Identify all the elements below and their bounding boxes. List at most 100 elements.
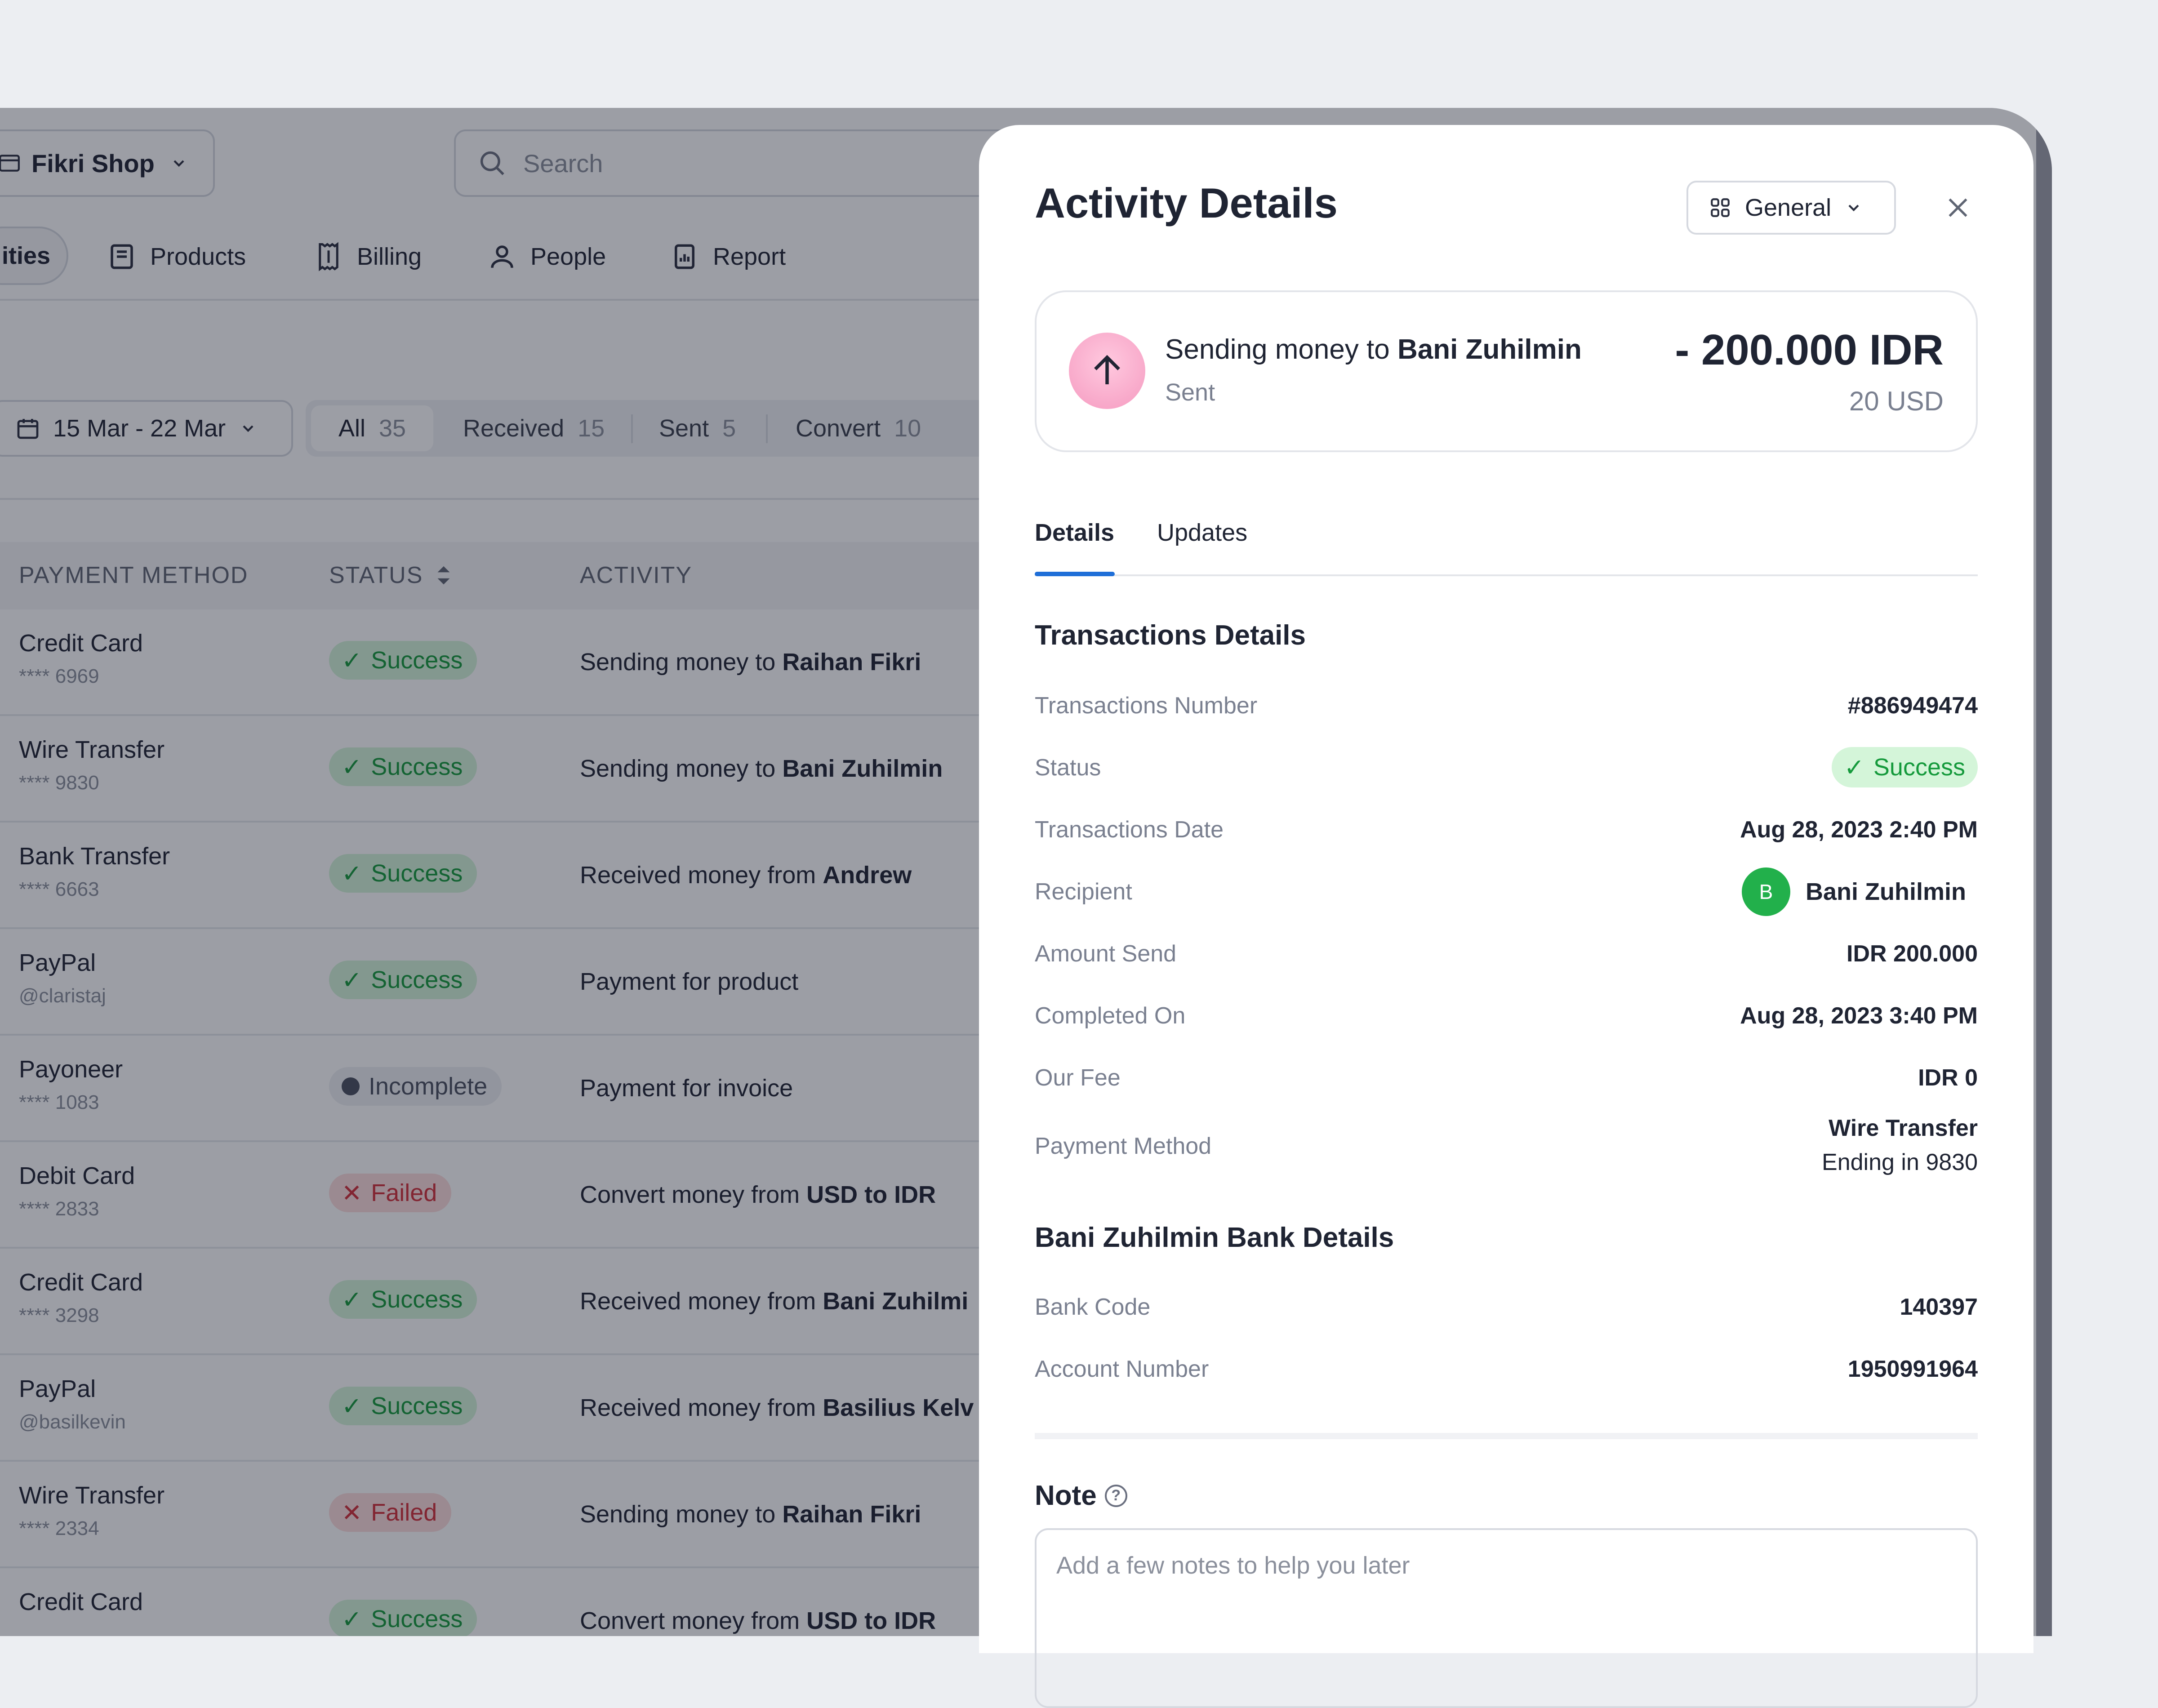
payment-method-label: Payment Method — [1035, 1133, 1212, 1159]
table-row[interactable]: Payoneer **** 1083 Incomplete Payment fo… — [0, 1036, 989, 1142]
payment-method: PayPal — [19, 1375, 96, 1402]
nav-tab-report[interactable]: Report — [670, 242, 786, 271]
status-badge: ✓ Success — [329, 1387, 477, 1425]
activity-text: Payment for invoice — [580, 1074, 793, 1102]
summary-text: Sending money to Bani Zuhilmin — [1165, 334, 1582, 365]
status-badge: ✕ Failed — [329, 1493, 452, 1532]
nav-label: Products — [150, 243, 246, 270]
segment-all[interactable]: All 35 — [311, 405, 433, 451]
sent-arrow-avatar — [1069, 333, 1145, 409]
tab-updates[interactable]: Updates — [1157, 519, 1247, 547]
tabs-divider — [1035, 574, 1978, 576]
status-label: Success — [371, 860, 463, 887]
avatar-initial: B — [1759, 880, 1773, 903]
recipient-label: Recipient — [1035, 879, 1132, 905]
activity-prefix: Payment for product — [580, 968, 799, 995]
table-row[interactable]: Wire Transfer **** 2334 ✕ Failed Sending … — [0, 1462, 989, 1568]
activity-text: Received money from Basilius Kelv — [580, 1394, 974, 1422]
table-row[interactable]: Debit Card **** 2833 ✕ Failed Convert mon… — [0, 1142, 989, 1249]
table-row[interactable]: Bank Transfer **** 6663 ✓ Success Receive… — [0, 823, 989, 929]
activity-text: Sending money to Raihan Fikri — [580, 1500, 921, 1528]
payment-method-detail: **** 2833 — [19, 1198, 99, 1220]
search-box[interactable]: Search — [454, 129, 1038, 197]
column-header-activity: ACTIVITY — [580, 562, 693, 588]
payment-method: Wire Transfer — [19, 1482, 165, 1509]
recipient-avatar: B — [1742, 867, 1790, 916]
x-icon: ✕ — [342, 1499, 362, 1526]
payment-method: Credit Card — [19, 630, 143, 657]
section-heading: Bani Zuhilmin Bank Details — [1035, 1222, 1394, 1253]
view-select[interactable]: General — [1686, 181, 1896, 235]
status-label: Success — [371, 753, 463, 780]
summary-amount: - 200.000 IDR — [1675, 326, 1944, 374]
status-badge: Incomplete — [329, 1067, 502, 1106]
store-icon — [0, 155, 20, 172]
table-row[interactable]: PayPal @basilkevin ✓ Success Received mon… — [0, 1355, 989, 1462]
nav-tab-activities[interactable]: ities — [0, 227, 68, 285]
completed-on-value: Aug 28, 2023 3:40 PM — [1740, 1003, 1978, 1029]
activity-subject: Basilius Kelv — [823, 1394, 974, 1421]
activity-subject: Raihan Fikri — [782, 1501, 921, 1528]
help-icon[interactable]: ? — [1104, 1484, 1127, 1507]
segment-convert[interactable]: Convert 10 — [796, 414, 921, 442]
transaction-summary-card: Sending money to Bani Zuhilmin Sent - 20… — [1035, 290, 1978, 452]
status-label: Success — [371, 1286, 463, 1313]
payment-method: Credit Card — [19, 1269, 143, 1296]
segment-sent[interactable]: Sent 5 — [659, 414, 736, 442]
close-icon[interactable] — [1944, 193, 1972, 222]
table-row[interactable]: Credit Card **** 3298 ✓ Success Received … — [0, 1249, 989, 1355]
check-icon: ✓ — [1844, 754, 1864, 781]
payment-method: Debit Card — [19, 1162, 135, 1189]
nav-label: ities — [2, 242, 51, 269]
table-row[interactable]: Credit Card **** 6969 ✓ Success Sending m… — [0, 609, 989, 716]
sort-icon — [437, 566, 450, 585]
activity-subject: USD to IDR — [806, 1181, 936, 1208]
shop-selector[interactable]: Fikri Shop — [0, 129, 215, 197]
note-textarea[interactable]: Add a few notes to help you later — [1035, 1528, 1978, 1708]
nav-tab-billing[interactable]: Billing — [314, 242, 422, 271]
status-badge: ✓ Success — [329, 747, 477, 786]
payment-method-detail: @claristaj — [19, 985, 106, 1007]
payment-method-detail: Ending in 9830 — [1822, 1149, 1978, 1175]
filter-divider — [0, 498, 1034, 500]
activity-prefix: Convert money from — [580, 1181, 807, 1208]
table-row[interactable]: Wire Transfer **** 9830 ✓ Success Sending… — [0, 716, 989, 823]
bank-code-label: Bank Code — [1035, 1294, 1151, 1320]
payment-method-detail: **** 3298 — [19, 1304, 99, 1326]
payment-method: Payoneer — [19, 1056, 123, 1083]
activity-details-modal: Activity Details General Sending money t… — [979, 125, 2033, 1708]
section-heading: Transactions Details — [1035, 620, 1306, 651]
search-icon — [480, 151, 504, 175]
segment-divider — [766, 414, 768, 443]
our-fee-label: Our Fee — [1035, 1065, 1121, 1091]
person-icon — [491, 245, 513, 268]
search-input[interactable]: Search — [523, 149, 603, 178]
segment-count: 5 — [722, 415, 736, 442]
summary-recipient: Bani Zuhilmin — [1397, 334, 1582, 365]
table-row[interactable]: PayPal @claristaj ✓ Success Payment for p… — [0, 929, 989, 1036]
completed-on-label: Completed On — [1035, 1003, 1186, 1029]
segment-label: All — [338, 415, 365, 442]
tab-details[interactable]: Details — [1035, 519, 1114, 547]
activity-prefix: Received money from — [580, 1394, 823, 1421]
check-icon: ✓ — [342, 860, 362, 887]
transaction-date-label: Transactions Date — [1035, 817, 1224, 843]
activity-subject: Bani Zuhilmi — [823, 1288, 969, 1315]
chevron-down-icon — [243, 425, 254, 432]
column-header-status[interactable]: STATUS — [329, 562, 454, 589]
date-range-selector[interactable]: 15 Mar - 22 Mar — [0, 400, 293, 457]
activity-prefix: Payment for invoice — [580, 1075, 793, 1102]
check-icon: ✓ — [342, 1392, 362, 1420]
recipient-value: B Bani Zuhilmin — [1742, 867, 1966, 916]
arrow-up-icon — [1094, 355, 1120, 384]
segment-received[interactable]: Received 15 — [463, 414, 605, 442]
segment-count: 35 — [378, 415, 406, 442]
shop-name: Fikri Shop — [31, 149, 155, 178]
nav-tab-people[interactable]: People — [487, 242, 606, 271]
tab-label: Details — [1035, 519, 1115, 546]
payment-method-detail: @basilkevin — [19, 1411, 126, 1433]
x-icon: ✕ — [342, 1179, 362, 1207]
check-icon: ✓ — [342, 1286, 362, 1313]
our-fee-value: IDR 0 — [1918, 1065, 1978, 1091]
nav-tab-products[interactable]: Products — [107, 242, 246, 271]
